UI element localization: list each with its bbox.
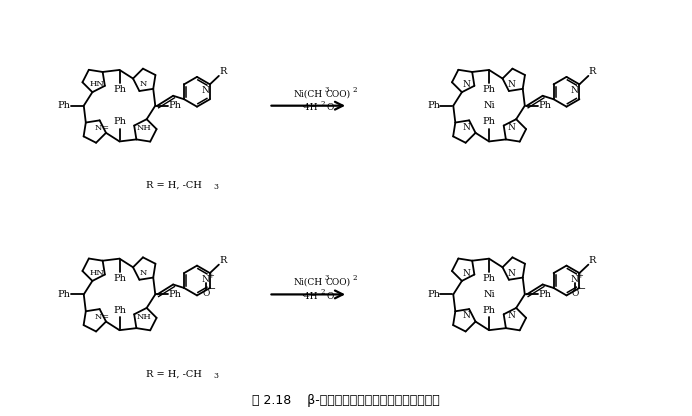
Text: N: N	[139, 269, 147, 277]
Text: Ph: Ph	[482, 117, 495, 126]
Text: Ph: Ph	[113, 117, 126, 126]
Text: N: N	[507, 311, 516, 320]
Text: NH: NH	[136, 124, 151, 132]
Text: N: N	[139, 80, 147, 88]
Text: −: −	[578, 285, 585, 293]
Text: O: O	[327, 103, 334, 112]
Text: Ph: Ph	[538, 101, 551, 110]
Text: Ni(CH: Ni(CH	[293, 278, 322, 287]
Text: N: N	[201, 86, 209, 95]
Text: N: N	[95, 124, 102, 132]
Text: N: N	[507, 80, 516, 89]
Text: N: N	[201, 275, 209, 284]
Text: Ph: Ph	[113, 85, 126, 94]
Text: +: +	[208, 272, 214, 280]
Text: N: N	[463, 311, 471, 320]
Text: R: R	[589, 256, 596, 265]
Text: HN: HN	[90, 269, 104, 277]
Text: Ph: Ph	[482, 306, 495, 315]
Text: =: =	[100, 124, 108, 132]
Text: =: =	[100, 313, 108, 321]
Text: Ph: Ph	[113, 274, 126, 283]
Text: Ph: Ph	[482, 85, 495, 94]
Text: Ph: Ph	[538, 290, 551, 299]
Text: COO): COO)	[325, 278, 351, 287]
Text: N: N	[95, 313, 102, 321]
Text: R = H, -CH: R = H, -CH	[146, 181, 202, 190]
Text: Ph: Ph	[169, 290, 181, 299]
Text: Ph: Ph	[482, 274, 495, 283]
Text: N: N	[570, 275, 579, 284]
Text: 2: 2	[321, 100, 325, 108]
Text: N: N	[463, 269, 471, 277]
Text: Ph: Ph	[427, 290, 440, 299]
Text: Ph: Ph	[57, 101, 71, 110]
Text: N: N	[570, 86, 579, 95]
Text: R: R	[219, 256, 226, 265]
Text: R = H, -CH: R = H, -CH	[146, 369, 202, 379]
Text: NH: NH	[136, 313, 151, 321]
Text: −: −	[208, 285, 215, 293]
Text: Ph: Ph	[427, 101, 440, 110]
Text: Ni(CH: Ni(CH	[293, 89, 322, 98]
Text: Ph: Ph	[169, 101, 181, 110]
Text: 3: 3	[213, 372, 219, 380]
Text: 3: 3	[213, 183, 219, 191]
Text: N: N	[507, 122, 516, 131]
Text: N: N	[463, 122, 471, 131]
Text: Ni: Ni	[483, 101, 495, 110]
Text: R: R	[219, 67, 226, 77]
Text: O: O	[572, 289, 579, 298]
Text: Ni: Ni	[483, 290, 495, 299]
Text: 2: 2	[321, 288, 325, 297]
Text: Ph: Ph	[57, 290, 71, 299]
Text: +: +	[578, 272, 583, 280]
Text: Ph: Ph	[113, 306, 126, 315]
Text: 2: 2	[353, 86, 357, 94]
Text: HN: HN	[90, 80, 104, 88]
Text: 图 2.18    β-烯基吠啊四苯基叶啻镖衍生物的合成: 图 2.18 β-烯基吠啊四苯基叶啻镖衍生物的合成	[252, 394, 440, 407]
Text: R: R	[589, 67, 596, 77]
Text: ·4H: ·4H	[301, 103, 318, 112]
Text: N: N	[507, 269, 516, 277]
Text: N: N	[463, 80, 471, 89]
Text: 2: 2	[353, 275, 357, 282]
Text: O: O	[327, 292, 334, 301]
Text: 3: 3	[325, 275, 329, 282]
Text: ·4H: ·4H	[301, 292, 318, 301]
Text: O: O	[202, 289, 210, 298]
Text: 3: 3	[325, 86, 329, 94]
Text: COO): COO)	[325, 89, 351, 98]
